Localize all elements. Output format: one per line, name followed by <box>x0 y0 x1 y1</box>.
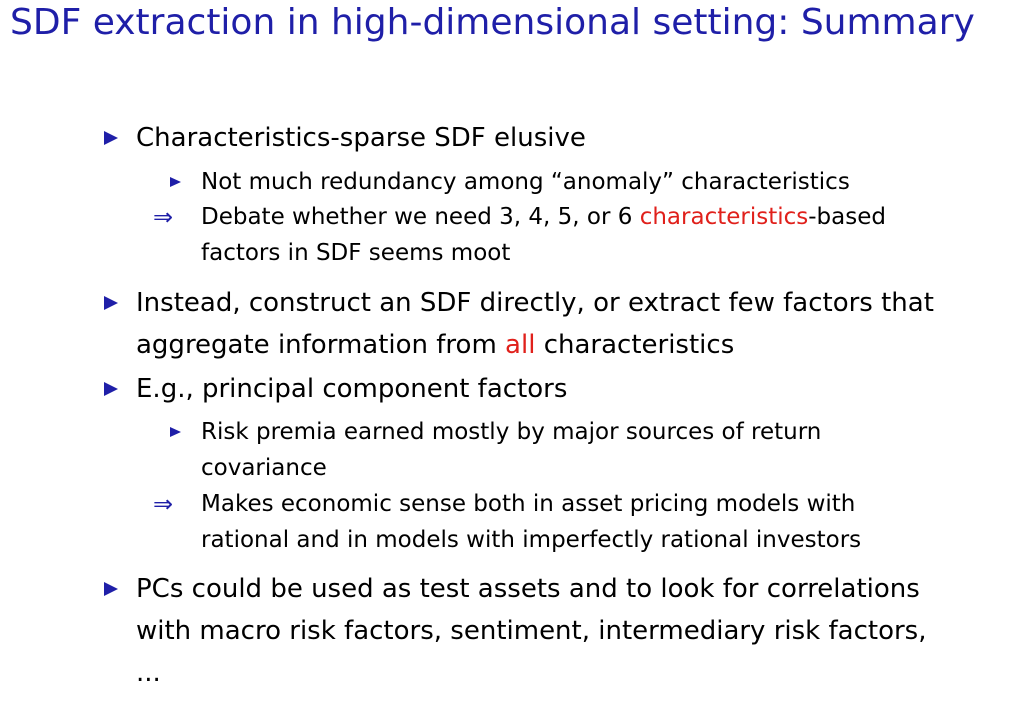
sub-bullet-arrow-icon <box>170 427 181 437</box>
slide-title: SDF extraction in high-dimensional setti… <box>10 2 975 43</box>
implies-economic-sense: Makes economic sense both in asset prici… <box>201 486 861 558</box>
bullet-arrow-icon <box>104 131 118 145</box>
implies-icon: ⇒ <box>153 490 174 518</box>
bullet-construct-sdf: Instead, construct an SDF directly, or e… <box>136 282 934 366</box>
implies-economic-sense-line2: rational and in models with imperfectly … <box>201 527 862 553</box>
implies-debate: Debate whether we need 3, 4, 5, or 6 cha… <box>201 199 886 271</box>
bullet-construct-sdf-line2: aggregate information from all character… <box>136 330 735 360</box>
bullet-pc-factors: E.g., principal component factors <box>136 374 568 404</box>
bullet-pcs-test-assets-line2: with macro risk factors, sentiment, inte… <box>136 616 927 646</box>
bullet-construct-sdf-line1: Instead, construct an SDF directly, or e… <box>136 288 934 318</box>
implies-debate-line1: Debate whether we need 3, 4, 5, or 6 cha… <box>201 204 886 230</box>
implies-economic-sense-line1: Makes economic sense both in asset prici… <box>201 491 856 517</box>
bullet-arrow-icon <box>104 382 118 396</box>
sub-bullet-risk-premia-line2: covariance <box>201 455 327 481</box>
sub-bullet-arrow-icon <box>170 177 181 187</box>
highlight-all: all <box>505 330 536 360</box>
implies-debate-line2: factors in SDF seems moot <box>201 240 511 266</box>
bullet-pcs-test-assets-line1: PCs could be used as test assets and to … <box>136 574 920 604</box>
bullet-pcs-test-assets: PCs could be used as test assets and to … <box>136 568 926 694</box>
bullet-pcs-test-assets-line3: ... <box>136 658 161 688</box>
bullet-arrow-icon <box>104 296 118 310</box>
sub-bullet-risk-premia-line1: Risk premia earned mostly by major sourc… <box>201 419 822 445</box>
highlight-characteristics: characteristics <box>639 204 809 230</box>
implies-icon: ⇒ <box>153 203 174 231</box>
bullet-sdf-elusive: Characteristics-sparse SDF elusive <box>136 123 586 153</box>
sub-bullet-risk-premia: Risk premia earned mostly by major sourc… <box>201 414 821 486</box>
bullet-arrow-icon <box>104 582 118 596</box>
sub-bullet-redundancy: Not much redundancy among “anomaly” char… <box>201 169 850 195</box>
